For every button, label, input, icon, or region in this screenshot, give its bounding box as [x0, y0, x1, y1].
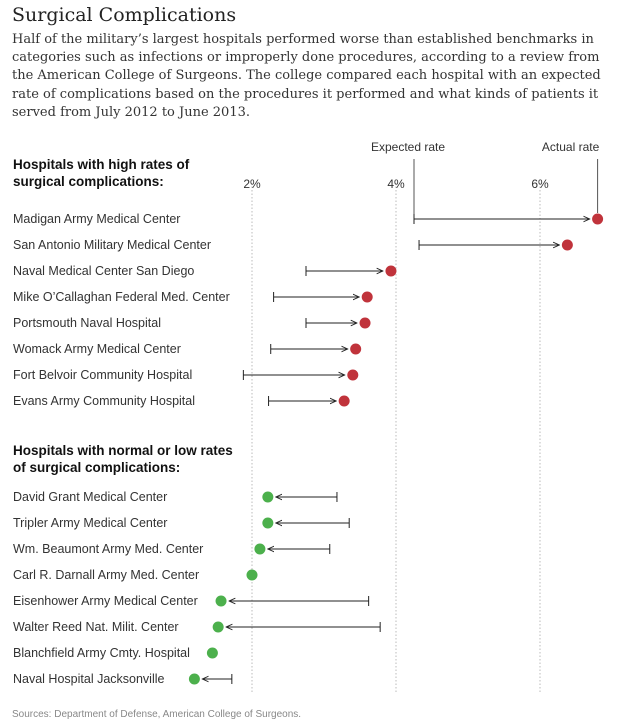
x-tick-label: 4%	[387, 177, 405, 191]
actual-rate-dot	[347, 369, 359, 381]
group-title: Hospitals with high rates of	[13, 157, 190, 172]
group-title: of surgical complications:	[13, 460, 180, 475]
hospital-label: Portsmouth Naval Hospital	[13, 316, 161, 330]
hospital-label: Naval Hospital Jacksonville	[13, 672, 165, 686]
hospital-label: Madigan Army Medical Center	[13, 212, 180, 226]
group-title: surgical complications:	[13, 174, 164, 189]
legend-expected-label: Expected rate	[371, 140, 445, 154]
hospital-label: Eisenhower Army Medical Center	[13, 594, 198, 608]
chart-title: Surgical Complications	[12, 4, 237, 26]
x-tick-label: 6%	[531, 177, 549, 191]
hospital-label: San Antonio Military Medical Center	[13, 238, 211, 252]
hospital-label: Tripler Army Medical Center	[13, 516, 167, 530]
source-note: Sources: Department of Defense, American…	[12, 709, 302, 720]
actual-rate-dot	[385, 265, 397, 277]
hospital-label: Evans Army Community Hospital	[13, 394, 195, 408]
group-title: Hospitals with normal or low rates	[13, 443, 233, 458]
gridlines: 2% 4% 6%	[243, 177, 549, 692]
actual-rate-dot	[262, 517, 274, 529]
hospital-label: Walter Reed Nat. Milit. Center	[13, 620, 179, 634]
hospital-label: Mike O’Callaghan Federal Med. Center	[13, 290, 230, 304]
actual-rate-dot	[262, 491, 274, 503]
actual-rate-dot	[212, 621, 224, 633]
actual-rate-dot	[592, 213, 604, 225]
chart-subtitle: Half of the military’s largest hospitals…	[12, 32, 601, 120]
actual-rate-dot	[359, 317, 371, 329]
actual-rate-dot	[361, 291, 373, 303]
hospital-label: Blanchfield Army Cmty. Hospital	[13, 646, 190, 660]
hospital-label: Naval Medical Center San Diego	[13, 264, 194, 278]
hospital-label: David Grant Medical Center	[13, 490, 167, 504]
actual-rate-dot	[350, 343, 362, 355]
x-tick-label: 2%	[243, 177, 261, 191]
actual-rate-dot	[215, 595, 227, 607]
hospital-label: Womack Army Medical Center	[13, 342, 181, 356]
actual-rate-dot	[206, 647, 218, 659]
row-labels: Hospitals with high rates of surgical com…	[13, 157, 233, 686]
actual-rate-dot	[254, 543, 266, 555]
hospital-label: Fort Belvoir Community Hospital	[13, 368, 192, 382]
legend: Expected rate Actual rate	[371, 140, 600, 219]
hospital-label: Wm. Beaumont Army Med. Center	[13, 542, 203, 556]
actual-rate-dot	[188, 673, 200, 685]
actual-rate-dot	[246, 569, 258, 581]
actual-rate-dot	[561, 239, 573, 251]
hospital-label: Carl R. Darnall Army Med. Center	[13, 568, 199, 582]
data-marks	[188, 213, 604, 685]
actual-rate-dot	[338, 395, 350, 407]
legend-actual-label: Actual rate	[542, 140, 600, 154]
